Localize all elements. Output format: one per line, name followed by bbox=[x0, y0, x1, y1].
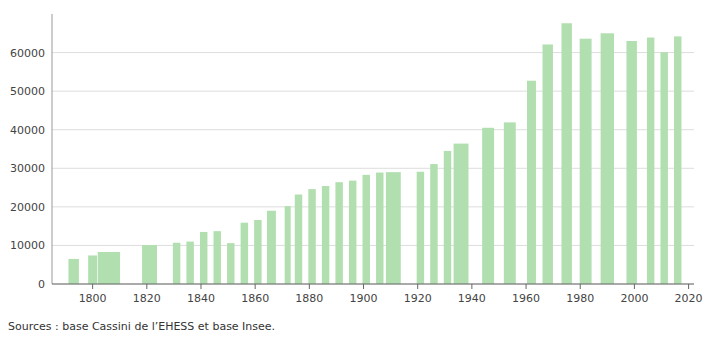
y-tick-label: 10000 bbox=[10, 239, 45, 252]
grid-line bbox=[52, 129, 694, 130]
bar bbox=[200, 232, 207, 284]
x-tick bbox=[363, 284, 364, 289]
bar bbox=[376, 173, 383, 284]
bar bbox=[295, 195, 302, 284]
bar bbox=[214, 231, 221, 284]
y-tick-label: 50000 bbox=[10, 85, 45, 98]
grid-line bbox=[52, 168, 694, 169]
y-tick-label: 40000 bbox=[10, 124, 45, 137]
bar bbox=[254, 220, 261, 284]
bar bbox=[363, 175, 370, 284]
bar bbox=[173, 243, 180, 284]
bar bbox=[227, 243, 234, 284]
source-note: Sources : base Cassini de l’EHESS et bas… bbox=[8, 320, 275, 333]
x-tick-label: 1940 bbox=[458, 292, 486, 305]
grid-line bbox=[52, 206, 694, 207]
x-tick-label: 1960 bbox=[512, 292, 540, 305]
bar bbox=[527, 81, 536, 284]
bar bbox=[241, 223, 248, 284]
bar bbox=[647, 38, 654, 284]
grid bbox=[52, 53, 694, 284]
bar bbox=[285, 206, 291, 284]
bar bbox=[660, 52, 667, 284]
bar bbox=[504, 122, 516, 284]
x-tick bbox=[200, 284, 201, 289]
x-tick bbox=[417, 284, 418, 289]
bar bbox=[674, 36, 681, 284]
x-tick-label: 1820 bbox=[133, 292, 161, 305]
grid-line bbox=[52, 52, 694, 53]
bar bbox=[482, 128, 494, 284]
y-tick-label: 30000 bbox=[10, 162, 45, 175]
x-tick bbox=[634, 284, 635, 289]
bar bbox=[349, 181, 356, 284]
y-axis-line bbox=[52, 14, 53, 284]
x-tick-label: 1980 bbox=[566, 292, 594, 305]
bar bbox=[454, 144, 469, 284]
chart: 0100002000030000400005000060000180018201… bbox=[0, 0, 710, 340]
x-tick-label: 2020 bbox=[675, 292, 703, 305]
bar bbox=[386, 172, 401, 284]
y-tick-label: 60000 bbox=[10, 47, 45, 60]
x-tick bbox=[309, 284, 310, 289]
x-axis-line bbox=[52, 284, 694, 285]
x-tick bbox=[688, 284, 689, 289]
bar bbox=[68, 259, 78, 284]
bar bbox=[142, 245, 157, 284]
x-tick-label: 1880 bbox=[295, 292, 323, 305]
bar bbox=[308, 189, 315, 284]
x-tick-label: 1920 bbox=[404, 292, 432, 305]
bar bbox=[417, 172, 424, 284]
bar bbox=[561, 23, 571, 284]
grid-line bbox=[52, 91, 694, 92]
bar bbox=[444, 151, 451, 284]
bar bbox=[580, 39, 592, 284]
x-tick-label: 2000 bbox=[620, 292, 648, 305]
x-tick-label: 1860 bbox=[241, 292, 269, 305]
bar bbox=[88, 255, 97, 284]
x-tick-label: 1900 bbox=[350, 292, 378, 305]
bar bbox=[322, 186, 329, 284]
bar bbox=[543, 44, 553, 284]
x-tick-label: 1840 bbox=[187, 292, 215, 305]
bar bbox=[267, 211, 276, 284]
bar bbox=[430, 164, 437, 284]
y-tick-label: 20000 bbox=[10, 201, 45, 214]
bar bbox=[98, 252, 120, 284]
x-axis: 1800 1820 1840 1860 1880 1900 1920 1940 1960 1980… bbox=[52, 284, 703, 305]
x-tick bbox=[146, 284, 147, 289]
x-tick bbox=[580, 284, 581, 289]
x-tick bbox=[471, 284, 472, 289]
x-tick-label: 1800 bbox=[79, 292, 107, 305]
grid-line bbox=[52, 284, 694, 285]
bar bbox=[335, 182, 342, 284]
bar bbox=[186, 242, 193, 284]
bar bbox=[626, 41, 636, 284]
x-tick bbox=[526, 284, 527, 289]
y-tick-label: 0 bbox=[38, 278, 45, 291]
bar bbox=[601, 33, 614, 284]
x-tick bbox=[92, 284, 93, 289]
bars bbox=[68, 23, 681, 284]
x-tick bbox=[255, 284, 256, 289]
y-axis: 0 10000 20000 30000 40000 50000 60000 bbox=[10, 14, 52, 291]
